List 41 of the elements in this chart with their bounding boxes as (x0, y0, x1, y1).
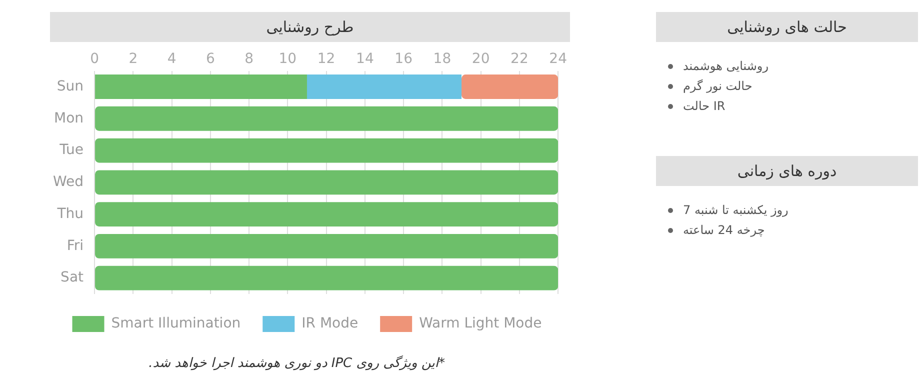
y-tick-label: Fri (66, 238, 84, 254)
x-tick-label: 20 (472, 51, 490, 68)
text: دوره های زمانی (656, 156, 918, 186)
y-tick-label: Tue (58, 142, 84, 158)
x-tick-label: 12 (317, 51, 336, 68)
text: *این ویژگی روی IPC دو نوری هوشمند اجرا خواهد شد. (148, 356, 445, 371)
text: حالت نور گرم (683, 78, 752, 95)
x-tick-label: 24 (549, 51, 568, 68)
bar (306, 74, 462, 99)
x-tick-label: 16 (394, 51, 413, 68)
y-tick-label: Thu (56, 206, 84, 222)
bar (95, 202, 558, 226)
text: چرخه 24 ساعته (683, 222, 765, 239)
text: روشنایی هوشمند (683, 58, 769, 75)
chart-title: طرح روشنایی (50, 12, 570, 42)
x-tick-label: 6 (206, 51, 215, 68)
x-tick-label: 14 (356, 51, 374, 68)
x-tick-label: 18 (433, 51, 452, 68)
x-tick-label: 2 (128, 51, 138, 68)
x-tick-label: 4 (167, 51, 176, 68)
bar (462, 74, 558, 99)
bar (95, 138, 558, 163)
y-tick-label: Wed (52, 174, 84, 190)
text: حالت IR (683, 98, 726, 115)
text: حالت های روشنایی (656, 12, 918, 42)
y-tick-label: Mon (54, 110, 84, 126)
bar (95, 234, 558, 258)
bar (95, 266, 558, 290)
bar (95, 170, 558, 195)
text: 7 روز یکشنبه تا شنبه (683, 202, 788, 219)
x-tick-label: 10 (278, 51, 297, 68)
legend-label: Smart Illumination (111, 316, 241, 332)
y-tick-label: Sun (56, 78, 84, 94)
y-tick-label: Sat (60, 270, 84, 286)
x-tick-label: 22 (510, 51, 528, 68)
bar (95, 74, 307, 99)
x-tick-label: 8 (244, 51, 254, 68)
x-tick-label: 0 (90, 51, 99, 68)
legend-label: IR Mode (302, 316, 358, 332)
legend-label: Warm Light Mode (419, 316, 542, 332)
bar (95, 106, 558, 131)
